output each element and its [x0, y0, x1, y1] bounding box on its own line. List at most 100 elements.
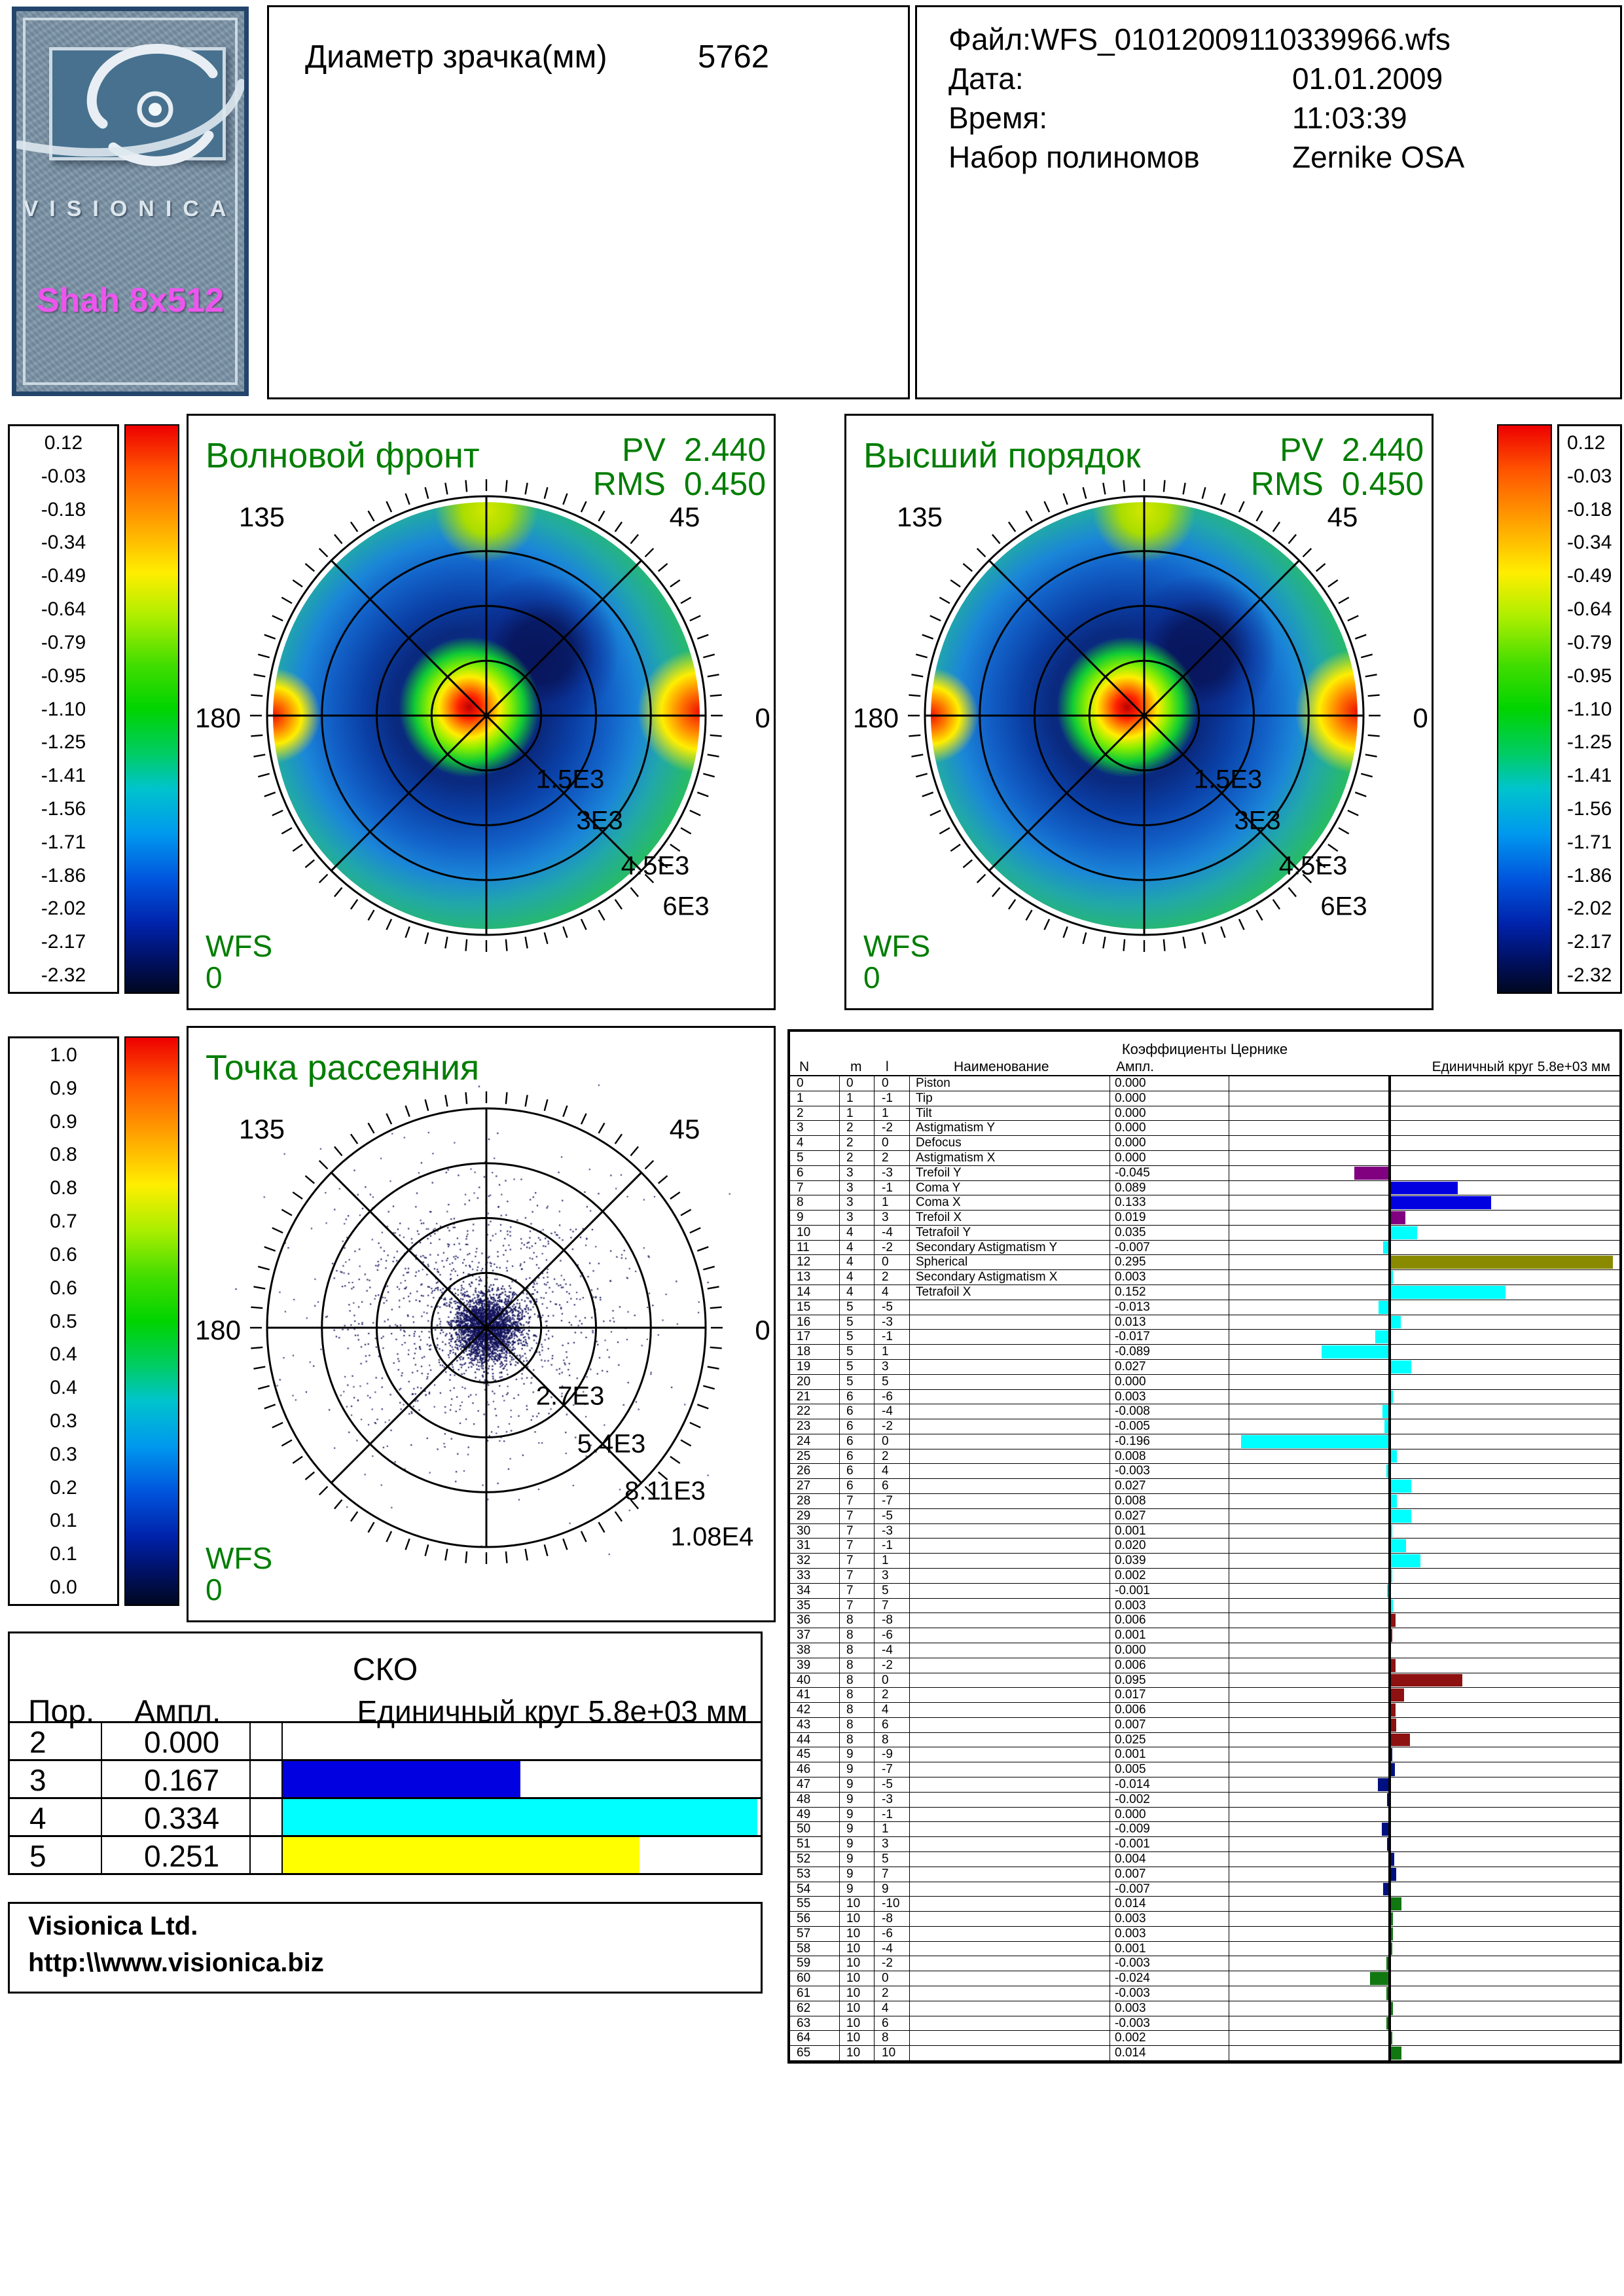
zernike-bar — [1391, 1480, 1411, 1493]
sko-ampl-value: 0.000 — [144, 1725, 220, 1759]
scale-tick: -0.03 — [41, 465, 86, 487]
zernike-cell: 3 — [846, 1181, 854, 1195]
scale-tick: 0.9 — [50, 1110, 77, 1133]
zernike-cell: 55 — [797, 1897, 811, 1910]
ring-label: 2.7E3 — [536, 1382, 605, 1411]
zernike-cell: 3 — [846, 1195, 854, 1209]
zernike-cell: 0.020 — [1115, 1539, 1146, 1552]
zernike-cell: -0.005 — [1115, 1419, 1150, 1433]
zernike-cell: 2 — [882, 1986, 889, 2000]
zernike-cell: 0.003 — [1115, 1270, 1146, 1284]
zernike-zero-axis — [1388, 1076, 1391, 2062]
zernike-cell: 39 — [797, 1658, 811, 1672]
zernike-col-m: m — [850, 1059, 862, 1074]
zernike-row: 3 2 -2 Astigmatism Y 0.000 — [790, 1121, 1619, 1136]
zernike-cell: 5 — [846, 1300, 854, 1314]
zernike-cell: 0.007 — [1115, 1718, 1146, 1732]
sko-row: 2 0.000 — [10, 1723, 761, 1761]
zernike-cell: 2 — [846, 1151, 854, 1165]
zernike-cell: 0.006 — [1115, 1703, 1146, 1717]
zernike-cell: 6 — [846, 1434, 854, 1448]
zernike-cell: 0.089 — [1115, 1181, 1146, 1195]
zernike-row: 39 8 -2 0.006 — [790, 1658, 1619, 1673]
zernike-cell: 9 — [846, 1867, 854, 1881]
zernike-row: 48 9 -3 -0.002 — [790, 1793, 1619, 1808]
zernike-bar — [1379, 1301, 1388, 1314]
zernike-cell: 34 — [797, 1584, 811, 1597]
zernike-cell: 0.003 — [1115, 1927, 1146, 1941]
scale-tick: -0.64 — [1567, 598, 1612, 621]
zernike-bar — [1391, 1897, 1401, 1910]
pv-label: PV — [1280, 431, 1324, 468]
zernike-bar — [1383, 1241, 1388, 1254]
polyset-line: Набор полиномов Zernike OSA — [948, 139, 1597, 176]
zernike-cell: 0 — [882, 1673, 889, 1687]
zernike-cell: 10 — [846, 2031, 861, 2045]
zernike-grid: 0 0 0 Piston 0.000 1 1 -1 Tip 0.000 2 1 1 Tilt 0.000 3 2… — [790, 1075, 1619, 2062]
zernike-cell: 1 — [882, 1195, 889, 1209]
zernike-table-title: Коэффициенты Цернике — [1121, 1041, 1288, 1057]
scale-tick: -0.34 — [41, 532, 86, 554]
file-value: WFS_01012009110339966.wfs — [1030, 22, 1451, 56]
zernike-cell: -3 — [882, 1315, 893, 1329]
zernike-bar — [1391, 1734, 1410, 1746]
zernike-cell: 12 — [797, 1255, 811, 1269]
zernike-bar — [1391, 1316, 1401, 1328]
zernike-cell: -1 — [882, 1330, 893, 1343]
scale-tick: -2.32 — [1567, 964, 1612, 986]
logo-inner-frame — [23, 18, 238, 385]
zernike-cell: 9 — [846, 1808, 854, 1821]
zernike-cell: 0.001 — [1115, 1628, 1146, 1642]
zernike-cell: 4 — [882, 1464, 889, 1478]
zernike-cell: -1 — [882, 1091, 893, 1105]
angle-label: 180 — [853, 702, 899, 733]
zernike-cell: Trefoil Y — [916, 1166, 962, 1180]
zernike-cell: 6 — [846, 1390, 854, 1404]
zernike-cell: 0.000 — [1115, 1106, 1146, 1120]
zernike-cell: 7 — [846, 1554, 854, 1567]
zernike-cell: -0.003 — [1115, 1464, 1150, 1478]
zernike-cell: -1 — [882, 1808, 893, 1821]
zernike-cell: 31 — [797, 1539, 811, 1552]
zernike-row: 65 10 10 0.014 — [790, 2046, 1619, 2061]
ring-label: 3E3 — [576, 807, 623, 835]
zernike-cell: -4 — [882, 1942, 893, 1956]
rms-value: 0.450 — [1341, 465, 1424, 502]
rms-value: 0.450 — [683, 465, 766, 502]
zernike-cell: 10 — [846, 1942, 861, 1956]
zernike-cell: 7 — [846, 1509, 854, 1523]
zernike-cell: 10 — [846, 1897, 861, 1910]
zernike-bar — [1391, 1360, 1411, 1374]
zernike-cell: 0.000 — [1115, 1375, 1146, 1389]
zernike-cell: 10 — [846, 2016, 861, 2030]
zernike-cell: 56 — [797, 1912, 811, 1925]
zernike-row: 9 3 3 Trefoil X 0.019 — [790, 1211, 1619, 1226]
zernike-cell: 2 — [797, 1106, 804, 1120]
zernike-cell: 5 — [846, 1345, 854, 1358]
visionica-logo: VISIONICA Shah 8x512 — [12, 7, 249, 396]
zernike-cell: 9 — [846, 1837, 854, 1851]
zernike-table: Коэффициенты Цернике N m l Наименование … — [787, 1029, 1622, 2064]
zernike-cell: 0.001 — [1115, 1524, 1146, 1538]
sko-title: СКО — [352, 1652, 418, 1687]
zernike-col-n: N — [799, 1059, 810, 1074]
sko-row: 3 0.167 — [10, 1761, 761, 1799]
scale-tick: 0.0 — [50, 1576, 77, 1598]
zernike-cell: 0.035 — [1115, 1226, 1146, 1239]
scale-tick: -0.64 — [41, 598, 86, 621]
zernike-cell: 10 — [846, 1927, 861, 1941]
scale-tick: 1.0 — [50, 1044, 77, 1066]
zernike-cell: 7 — [846, 1584, 854, 1597]
zernike-cell: 1 — [797, 1091, 804, 1105]
zernike-cell: 9 — [846, 1793, 854, 1806]
zernike-bar — [1322, 1345, 1388, 1358]
zernike-row: 17 5 -1 -0.017 — [790, 1330, 1619, 1345]
zernike-cell: 51 — [797, 1837, 811, 1851]
zernike-cell: 0.295 — [1115, 1255, 1146, 1269]
file-line: Файл:WFS_01012009110339966.wfs — [948, 22, 1597, 58]
scale-tick: -0.03 — [1567, 465, 1612, 487]
higher-order-wfs-label: WFS 0 — [863, 929, 931, 994]
zernike-row: 11 4 -2 Secondary Astigmatism Y -0.007 — [790, 1241, 1619, 1255]
zernike-row: 22 6 -4 -0.008 — [790, 1404, 1619, 1419]
zernike-cell: 6 — [846, 1464, 854, 1478]
